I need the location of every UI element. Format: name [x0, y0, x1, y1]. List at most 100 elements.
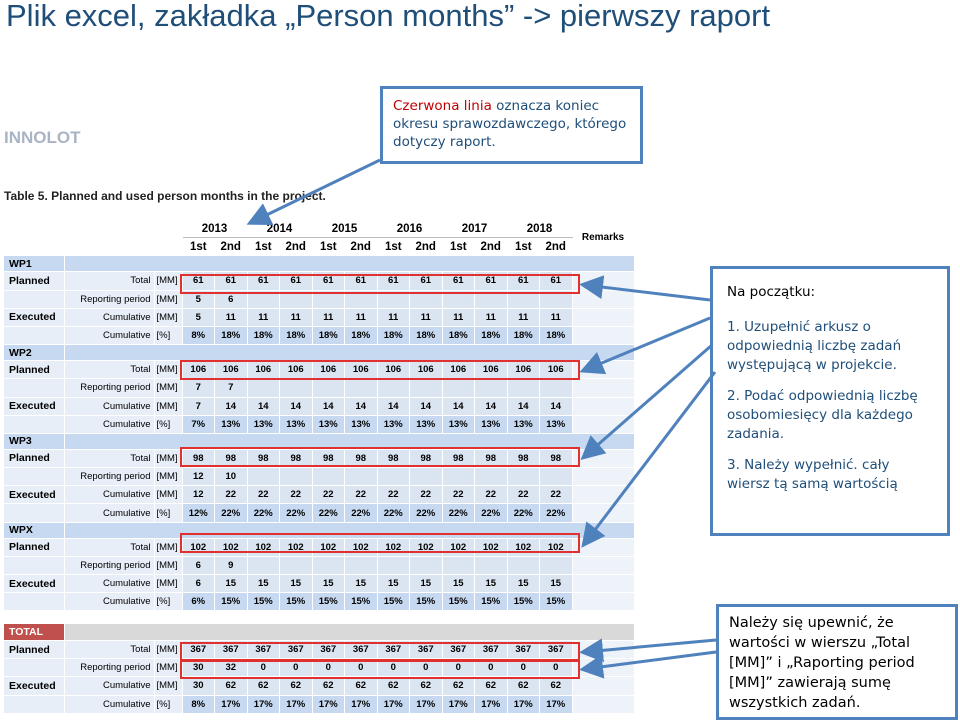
remarks-cell [572, 485, 635, 505]
cell-cumulative: 14 [409, 397, 443, 416]
cell-percent: 15% [507, 592, 540, 612]
cell-percent: 17% [247, 695, 280, 714]
row-label: Reporting period [64, 467, 155, 487]
red-line-wp3 [180, 447, 580, 467]
cell-percent: 18% [377, 326, 410, 346]
cell-percent: 18% [539, 326, 573, 346]
cell-percent: 22% [442, 503, 475, 523]
cell-percent: 13% [312, 415, 345, 434]
row-label: Cumulative [64, 308, 155, 327]
cell-total: 367 [214, 640, 248, 660]
wp-name: WP2 [4, 344, 65, 362]
cell-total: 61 [247, 271, 280, 291]
cell-percent: 17% [409, 695, 443, 714]
cell-total: 367 [539, 640, 573, 660]
red-line-note: Czerwona linia oznacza koniec okresu spr… [380, 86, 643, 164]
cell-percent: 8% [182, 695, 215, 714]
cell-cumulative: 22 [507, 485, 540, 505]
cell-reporting [474, 378, 508, 398]
row-unit: [MM] [154, 360, 183, 380]
cell-percent: 15% [344, 592, 378, 612]
cell-cumulative: 15 [442, 574, 475, 594]
cell-percent: 17% [377, 695, 410, 714]
cell-total: 61 [442, 271, 475, 291]
cell-total: 98 [507, 449, 540, 469]
cell-percent: 13% [377, 415, 410, 434]
cell-cumulative: 14 [442, 397, 475, 416]
cell-cumulative: 14 [247, 397, 280, 416]
cell-cumulative: 6 [182, 574, 215, 594]
cell-cumulative: 62 [247, 676, 280, 696]
cell-reporting: 30 [182, 658, 215, 678]
cumulative-mm-row: Executed Cumulative [MM] 6 15 15 15 15 15 15 15 15 1… [4, 574, 635, 594]
cell-reporting [312, 467, 345, 487]
row-group-label-empty [4, 290, 65, 309]
red-line-text: oznacza koniec okresu sprawozdawczego, k… [393, 98, 627, 150]
cell-cumulative: 22 [409, 485, 443, 505]
half-year-header: 1st [442, 237, 475, 257]
row-group-label-empty [4, 378, 65, 398]
cell-cumulative: 11 [409, 308, 443, 327]
cell-cumulative: 15 [214, 574, 248, 594]
wp-header-row: WP2 [4, 344, 635, 362]
row-unit: [MM] [154, 485, 183, 505]
wp-header-fill [64, 344, 635, 362]
cell-cumulative: 11 [377, 308, 410, 327]
cell-percent: 15% [474, 592, 508, 612]
cell-percent: 15% [377, 592, 410, 612]
half-year-header: 1st [312, 237, 345, 257]
cell-cumulative: 15 [377, 574, 410, 594]
cell-reporting [442, 556, 475, 576]
cell-reporting [279, 290, 313, 309]
cell-percent: 18% [409, 326, 443, 346]
cell-cumulative: 62 [344, 676, 378, 696]
innolot-logo: INNOLOT [4, 128, 81, 147]
half-year-header: 1st [247, 237, 280, 257]
instructions-header: Na początku: [727, 284, 816, 300]
cell-percent: 15% [214, 592, 248, 612]
red-line-wp1 [180, 274, 580, 294]
cell-total: 61 [409, 271, 443, 291]
cell-percent: 22% [344, 503, 378, 523]
cell-total: 367 [474, 640, 508, 660]
cell-reporting [442, 467, 475, 487]
cell-reporting: 7 [182, 378, 215, 398]
cell-reporting: 7 [214, 378, 248, 398]
instruction-step-1: 1. Uzupełnić arkusz o odpowiednią liczbę… [727, 319, 902, 373]
reporting-period-row: Reporting period [MM] 30 32 0 0 0 0 0 0 0 0 0 0 [4, 658, 635, 678]
cell-reporting [247, 467, 280, 487]
row-unit: [%] [154, 592, 183, 612]
wp-name: WP1 [4, 255, 65, 273]
cell-cumulative: 15 [279, 574, 313, 594]
cell-percent: 22% [474, 503, 508, 523]
cell-reporting [409, 290, 443, 309]
cell-cumulative: 11 [247, 308, 280, 327]
remarks-cell [572, 271, 635, 291]
row-group-label: Planned [4, 360, 65, 380]
cell-reporting [312, 556, 345, 576]
cell-cumulative: 62 [214, 676, 248, 696]
cell-percent: 13% [474, 415, 508, 434]
cell-total: 98 [344, 449, 378, 469]
row-label: Total [64, 538, 155, 557]
cell-reporting [312, 290, 345, 309]
remarks-cell [572, 695, 635, 714]
cell-cumulative: 22 [377, 485, 410, 505]
row-unit: [MM] [154, 449, 183, 469]
year-header: 2016 [377, 220, 443, 239]
cell-percent: 13% [507, 415, 540, 434]
remarks-cell [572, 397, 635, 416]
row-unit: [%] [154, 695, 183, 714]
row-label: Cumulative [64, 695, 155, 714]
cell-total: 106 [247, 360, 280, 380]
header-blank [4, 237, 183, 257]
row-group-label-empty [4, 415, 65, 434]
cell-total: 106 [474, 360, 508, 380]
row-unit: [MM] [154, 397, 183, 416]
half-year-header: 2nd [214, 237, 248, 257]
cell-reporting [377, 290, 410, 309]
cumulative-percent-row: Cumulative [%] 12% 22% 22% 22% 22% 22% 22% 22% 22%… [4, 503, 635, 523]
cell-percent: 6% [182, 592, 215, 612]
cell-percent: 13% [409, 415, 443, 434]
cell-reporting: 10 [214, 467, 248, 487]
